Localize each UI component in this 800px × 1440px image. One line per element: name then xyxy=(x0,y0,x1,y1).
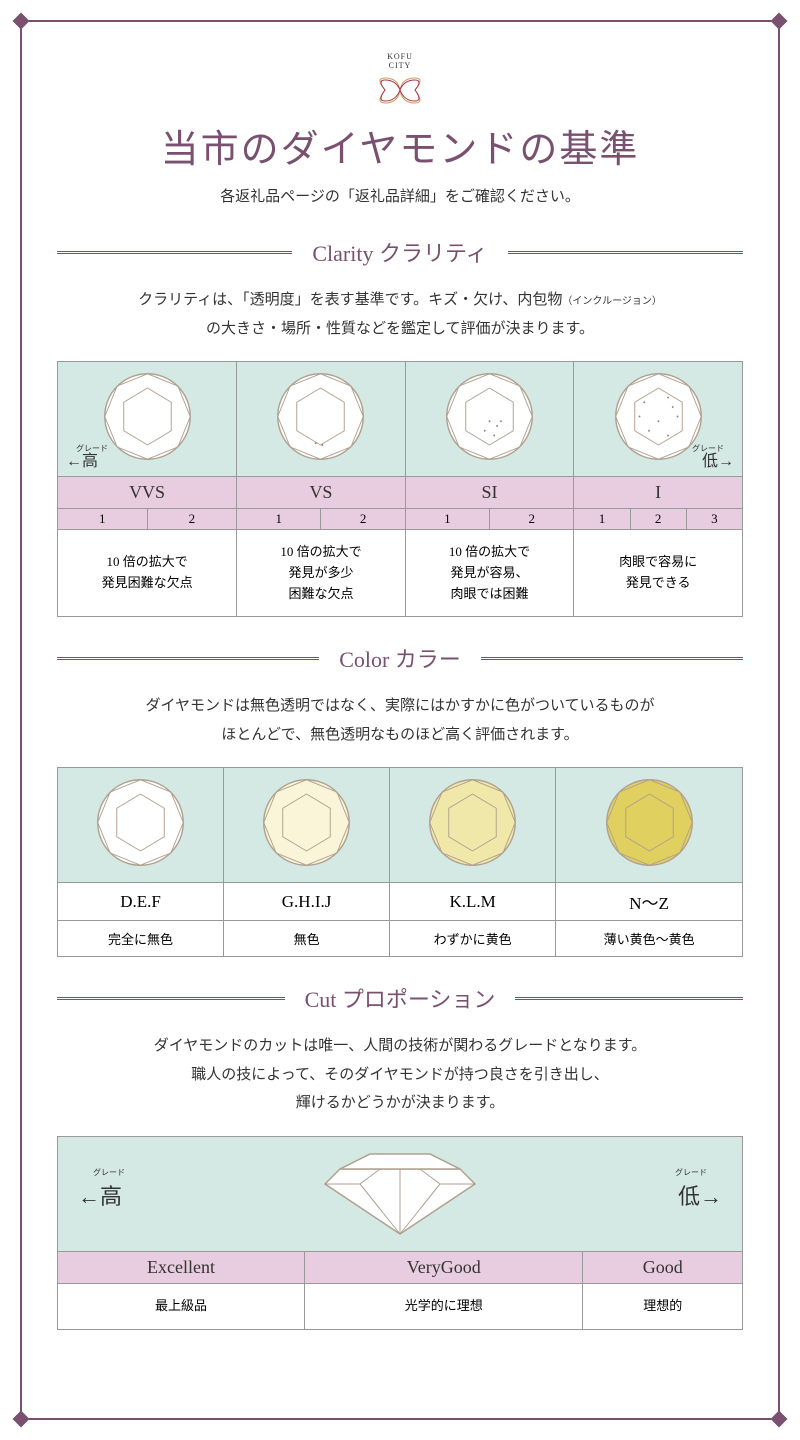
logo-text-1: KOFU xyxy=(387,52,413,61)
logo-text-2: CITY xyxy=(389,61,412,70)
kofu-city-logo: KOFU CITY xyxy=(57,52,743,108)
corner-ornament xyxy=(13,1411,30,1428)
clarity-desc: 10 倍の拡大で 発見困難な欠点 xyxy=(58,530,237,617)
cut-description: ダイヤモンドのカットは唯一、人間の技術が関わるグレードとなります。 職人の技によ… xyxy=(57,1032,743,1118)
subtitle: 各返礼品ページの「返礼品詳細」をご確認ください。 xyxy=(57,185,743,206)
color-title: Color カラー xyxy=(319,642,481,674)
cut-desc: 理想的 xyxy=(583,1283,743,1329)
color-grade: K.L.M xyxy=(390,883,556,921)
clarity-desc: 10 倍の拡大で 発見が容易、 肉眼では困難 xyxy=(405,530,574,617)
diamond-icon xyxy=(273,369,368,464)
cut-header: Cut プロポーション xyxy=(57,982,743,1014)
clarity-table: グレード ←高 グレード 低→ VVS VS SI I 1 2 xyxy=(57,361,743,617)
color-desc: 完全に無色 xyxy=(58,921,224,957)
color-diamond-cell xyxy=(390,768,556,883)
cut-grade: Good xyxy=(583,1251,743,1283)
color-grade: N～Z xyxy=(556,883,743,921)
clarity-header: Clarity クラリティ xyxy=(57,236,743,268)
grade-low-label: 低→ xyxy=(678,1179,722,1211)
color-desc: 無色 xyxy=(224,921,390,957)
color-desc: 薄い黄色～黄色 xyxy=(556,921,743,957)
color-grade: D.E.F xyxy=(58,883,224,921)
cut-desc: 最上級品 xyxy=(58,1283,305,1329)
diamond-icon xyxy=(100,369,195,464)
corner-ornament xyxy=(13,13,30,30)
cut-grade: Excellent xyxy=(58,1251,305,1283)
color-header: Color カラー xyxy=(57,642,743,674)
color-diamond-cell xyxy=(58,768,224,883)
color-grade: G.H.I.J xyxy=(224,883,390,921)
color-diamond-cell xyxy=(556,768,743,883)
corner-ornament xyxy=(771,13,788,30)
clarity-desc: 肉眼で容易に 発見できる xyxy=(574,530,743,617)
color-diamond-cell xyxy=(224,768,390,883)
cut-diamond-icon xyxy=(310,1144,490,1239)
clarity-grade: VVS xyxy=(58,477,237,509)
color-table: D.E.F G.H.I.J K.L.M N～Z 完全に無色 無色 わずかに黄色 … xyxy=(57,767,743,957)
clarity-desc: 10 倍の拡大で 発見が多少 困難な欠点 xyxy=(237,530,406,617)
color-desc: わずかに黄色 xyxy=(390,921,556,957)
main-title: 当市のダイヤモンドの基準 xyxy=(57,118,743,173)
cut-grade: VeryGood xyxy=(305,1251,583,1283)
color-description: ダイヤモンドは無色透明ではなく、実際にはかすかに色がついているものが ほとんどで… xyxy=(57,692,743,749)
cut-desc: 光学的に理想 xyxy=(305,1283,583,1329)
grade-low-label: 低→ xyxy=(702,447,734,471)
cut-table: グレード ←高 グレード 低→ xyxy=(57,1136,743,1330)
corner-ornament xyxy=(771,1411,788,1428)
grade-high-label: ←高 xyxy=(78,1179,122,1211)
diamond-icon xyxy=(442,369,537,464)
grade-high-label: ←高 xyxy=(66,447,98,471)
clarity-grade: SI xyxy=(405,477,574,509)
decorative-frame: KOFU CITY 当市のダイヤモンドの基準 各返礼品ページの「返礼品詳細」をご… xyxy=(20,20,780,1420)
cut-title: Cut プロポーション xyxy=(285,982,516,1014)
logo-knot-icon xyxy=(370,73,430,108)
clarity-title: Clarity クラリティ xyxy=(292,236,507,268)
clarity-grade: VS xyxy=(237,477,406,509)
clarity-description: クラリティは、「透明度」を表す基準です。キズ・欠け、内包物（インクルージョン） … xyxy=(57,286,743,343)
clarity-grade: I xyxy=(574,477,743,509)
